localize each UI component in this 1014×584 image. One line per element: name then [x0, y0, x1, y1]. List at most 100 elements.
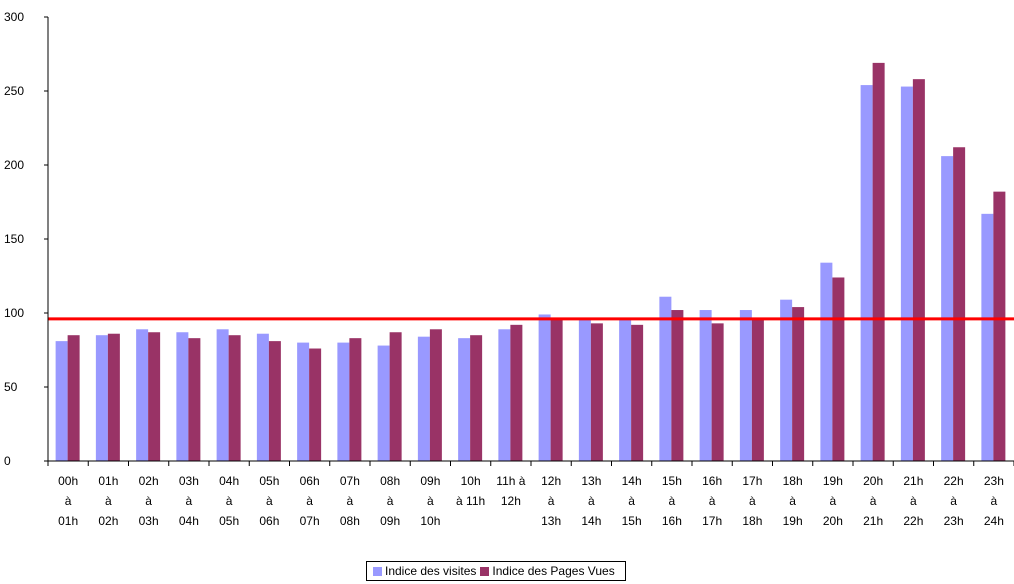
x-tick-label: 02h — [139, 474, 159, 488]
bar-visites — [659, 296, 672, 461]
x-tick-label: à — [870, 494, 877, 508]
x-tick-label: 06h — [259, 514, 279, 528]
axes — [47, 17, 1014, 466]
x-tick-label: à — [306, 494, 313, 508]
x-tick-label: à — [628, 494, 635, 508]
x-tick-label: 03h — [139, 514, 159, 528]
bar-pages-vues — [67, 335, 80, 461]
y-axis-ticks: 0 50 100 150 200 250 300 — [4, 10, 48, 468]
x-tick-label: 23h — [984, 474, 1004, 488]
bar-pages-vues — [188, 338, 201, 461]
bar-pages-vues — [671, 310, 684, 461]
x-tick-label: 04h — [179, 514, 199, 528]
bar-visites — [619, 318, 632, 461]
x-tick-label: 24h — [984, 514, 1004, 528]
chart-bars — [55, 62, 1006, 462]
bar-pages-vues — [389, 332, 402, 461]
x-tick-label: à — [588, 494, 595, 508]
bar-visites — [95, 335, 108, 461]
x-tick-label: 20h — [823, 514, 843, 528]
x-tick-label: 15h — [622, 514, 642, 528]
bar-pages-vues — [590, 323, 603, 461]
x-tick-label: 21h — [903, 474, 923, 488]
bar-visites — [900, 86, 913, 461]
x-tick-label: 07h — [300, 514, 320, 528]
bar-pages-vues — [228, 335, 241, 461]
legend-item-visites: Indice des visites — [373, 564, 476, 578]
bar-visites — [820, 262, 833, 461]
y-tick-label: 50 — [4, 380, 18, 394]
bar-pages-vues — [993, 191, 1006, 461]
x-tick-label: à — [709, 494, 716, 508]
bar-pages-vues — [268, 341, 281, 461]
bar-pages-vues — [470, 335, 483, 461]
x-tick-label: 00h — [58, 474, 78, 488]
legend-swatch-visites — [373, 566, 382, 576]
x-tick-label: 12h — [541, 474, 561, 488]
x-tick-label: 02h — [98, 514, 118, 528]
bar-visites — [739, 310, 752, 461]
y-tick-label: 300 — [4, 10, 24, 24]
x-tick-label: 12h — [501, 494, 521, 508]
y-tick-label: 0 — [4, 454, 11, 468]
x-tick-label: 15h — [662, 474, 682, 488]
x-tick-label: 22h — [944, 474, 964, 488]
x-tick-label: 17h — [702, 514, 722, 528]
bar-pages-vues — [107, 333, 120, 461]
bar-pages-vues — [751, 318, 764, 461]
x-tick-label: 05h — [219, 514, 239, 528]
x-tick-label: 18h — [742, 514, 762, 528]
x-tick-label: 17h — [742, 474, 762, 488]
x-tick-label: 18h — [783, 474, 803, 488]
x-tick-label: 04h — [219, 474, 239, 488]
legend-label-pages-vues: Indice des Pages Vues — [492, 564, 615, 578]
x-tick-label: à — [991, 494, 998, 508]
legend-item-pages-vues: Indice des Pages Vues — [480, 564, 615, 578]
legend-label-visites: Indice des visites — [385, 564, 477, 578]
x-tick-label: à — [910, 494, 917, 508]
x-tick-label: 08h — [340, 514, 360, 528]
x-tick-label: à — [105, 494, 112, 508]
x-tick-label: 22h — [903, 514, 923, 528]
x-tick-label: à — [830, 494, 837, 508]
bar-visites — [498, 329, 511, 461]
x-tick-label: 09h — [380, 514, 400, 528]
x-tick-label: à — [548, 494, 555, 508]
legend: Indice des visites Indice des Pages Vues — [366, 561, 626, 581]
bar-pages-vues — [148, 332, 161, 461]
x-tick-label: 14h — [581, 514, 601, 528]
x-tick-label: 13h — [541, 514, 561, 528]
x-tick-label: à — [669, 494, 676, 508]
bar-visites — [538, 314, 551, 461]
x-tick-label: à — [65, 494, 72, 508]
bar-visites — [256, 333, 269, 461]
bar-visites — [780, 299, 793, 461]
bar-visites — [377, 345, 390, 461]
x-tick-label: 07h — [340, 474, 360, 488]
x-tick-label: 16h — [662, 514, 682, 528]
y-tick-label: 100 — [4, 306, 24, 320]
x-tick-label: à — [145, 494, 152, 508]
x-tick-label: 01h — [98, 474, 118, 488]
x-tick-label: 09h — [420, 474, 440, 488]
x-tick-label: à — [789, 494, 796, 508]
x-tick-label: 06h — [300, 474, 320, 488]
bar-pages-vues — [953, 147, 966, 462]
x-tick-label: 03h — [179, 474, 199, 488]
x-tick-label: à 11h — [456, 494, 485, 508]
bar-pages-vues — [309, 348, 322, 461]
bar-visites — [216, 329, 229, 461]
bar-visites — [417, 336, 430, 461]
bar-visites — [136, 329, 149, 461]
x-tick-label: à — [427, 494, 434, 508]
x-tick-label: à — [186, 494, 193, 508]
bar-pages-vues — [711, 323, 724, 461]
x-tick-label: 16h — [702, 474, 722, 488]
x-tick-label: 05h — [259, 474, 279, 488]
x-tick-label: 11h à — [496, 474, 525, 488]
x-tick-label: 23h — [944, 514, 964, 528]
x-tick-label: 20h — [863, 474, 883, 488]
bar-visites — [55, 341, 68, 461]
bar-visites — [578, 318, 591, 461]
